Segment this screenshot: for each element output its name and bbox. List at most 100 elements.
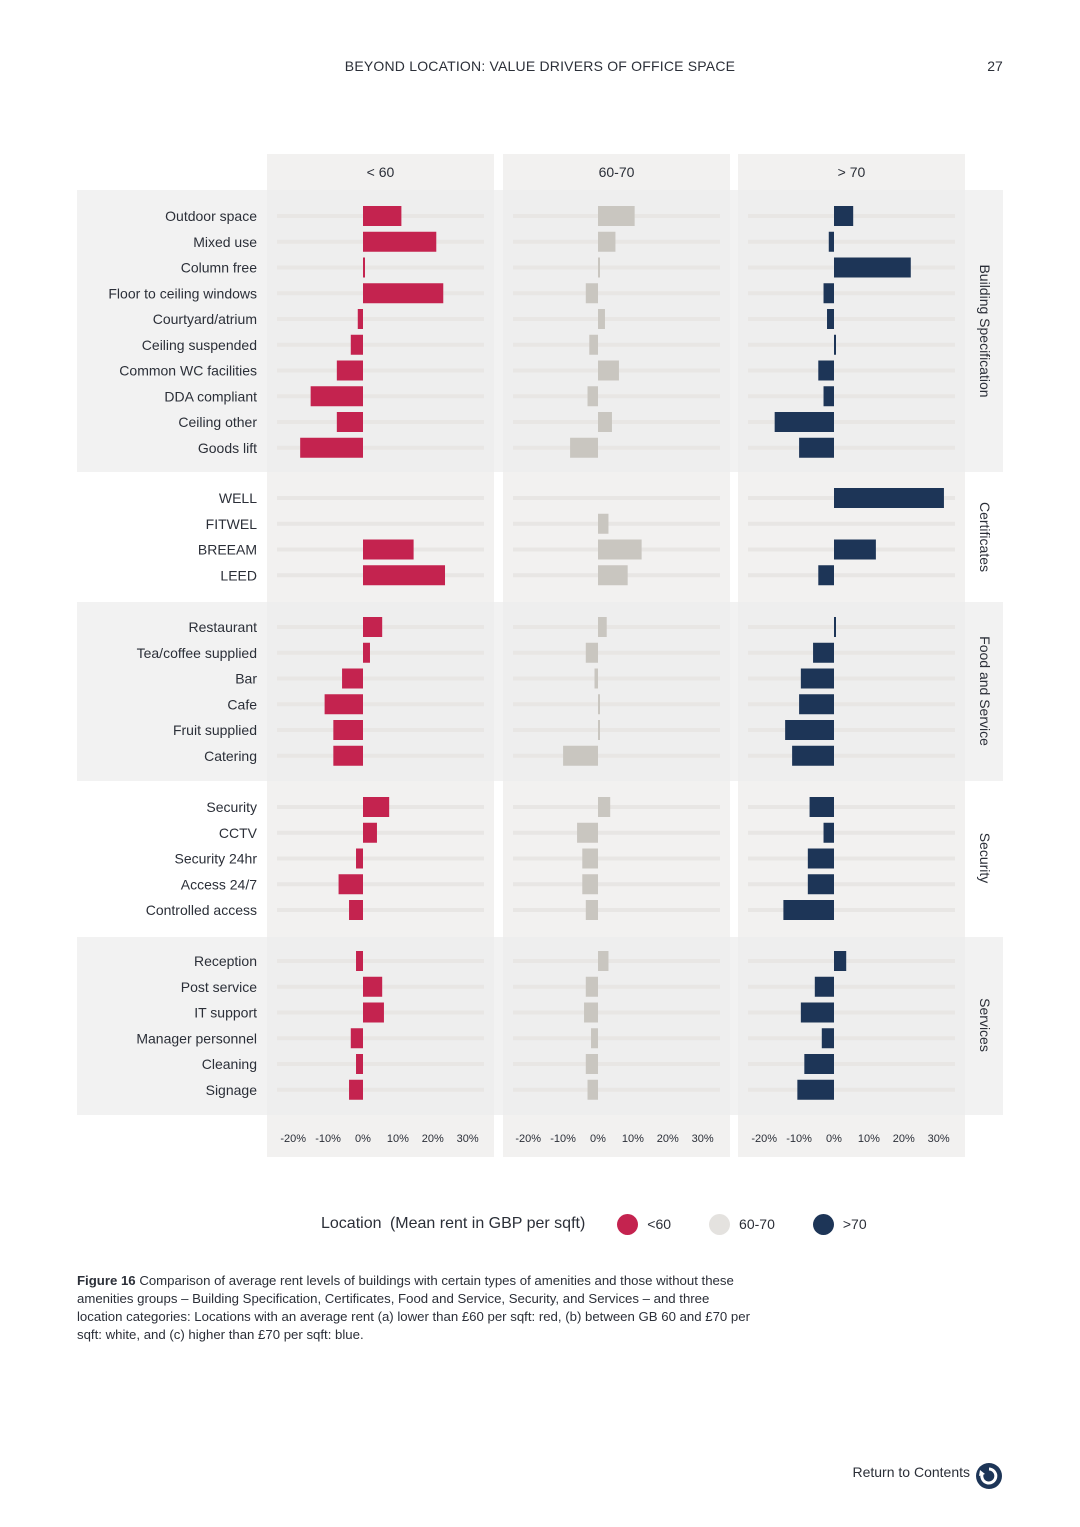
bar-lt60 [363,231,437,252]
bar-lt60 [363,1002,384,1023]
category-label: Restaurant [189,619,258,635]
x-tick-label: 20% [657,1133,679,1145]
category-label: IT support [194,1005,257,1021]
bar-mid [585,1054,598,1074]
return-to-contents-link[interactable]: Return to Contents [852,1464,970,1480]
bar-lt60 [356,1054,363,1074]
category-label: LEED [220,567,257,583]
category-label: Fruit supplied [173,722,257,738]
bar-gt70 [827,309,834,329]
bar-lt60 [356,951,363,971]
group-strip-label: Services [977,998,993,1052]
return-arrow-icon[interactable] [975,1462,1003,1490]
bar-lt60 [363,642,370,663]
bar-mid [598,231,616,252]
category-label: Courtyard/atrium [153,311,257,327]
bar-lt60 [300,437,363,458]
category-label: Column free [181,260,257,276]
x-tick-label: -20% [280,1133,306,1145]
x-tick-label: 10% [387,1133,409,1145]
bar-lt60 [363,976,383,997]
legend-title: Location [321,1215,382,1232]
bar-lt60 [350,1028,363,1049]
bar-mid [587,386,598,407]
bar-gt70 [814,976,834,997]
bar-gt70 [823,386,834,407]
category-label: Tea/coffee supplied [137,645,257,661]
bar-gt70 [774,412,834,432]
bar-gt70 [797,1079,834,1100]
group-strip-label: Food and Service [977,636,993,746]
category-label: WELL [219,490,257,506]
figure-caption-text: Comparison of average rent levels of bui… [77,1273,750,1342]
bar-gt70 [834,488,944,508]
legend-item-lt60: <60 [617,1213,671,1235]
category-label: DDA compliant [164,388,257,404]
legend-swatch-lt60 [617,1213,639,1235]
category-label: FITWEL [206,516,258,532]
bar-mid [582,848,598,869]
legend-subtitle: (Mean rent in GBP per sqft) [389,1215,586,1232]
legend-item-gt70: >70 [812,1213,867,1235]
bar-lt60 [333,745,363,766]
category-label: BREEAM [198,542,257,558]
category-label: Bar [235,671,257,687]
figure-caption: Figure 16 Comparison of average rent lev… [77,1272,757,1344]
category-label: Security 24hr [175,851,258,867]
figure-label: Figure 16 [77,1273,136,1288]
bar-mid [585,900,598,920]
bar-mid [585,283,598,304]
bar-gt70 [823,822,834,843]
category-label: CCTV [219,825,258,841]
bar-mid [594,668,598,689]
bar-mid [598,206,635,226]
category-label: Ceiling suspended [142,337,257,353]
bar-lt60 [356,848,363,869]
page-number: 27 [987,58,1003,74]
bar-gt70 [821,1028,834,1049]
bar-gt70 [800,668,834,689]
group-strip-label: Building Specification [977,264,993,397]
faceted-bar-chart: < 60 60-70 > 70 Outdoor space Mixed use Colum… [77,154,1003,1157]
bar-mid [591,1028,598,1049]
bar-lt60 [324,694,363,715]
x-tick-label: -20% [515,1133,541,1145]
bar-lt60 [363,206,402,226]
bar-gt70 [799,437,834,458]
group-band [77,190,1003,472]
category-label: Access 24/7 [181,876,257,892]
bar-mid [577,822,598,843]
category-label: Cleaning [202,1056,257,1072]
category-label: Goods lift [198,440,257,456]
bar-mid [598,309,605,329]
category-label: Floor to ceiling windows [108,285,257,301]
bar-lt60 [363,539,414,560]
x-tick-label: 30% [457,1133,479,1145]
bar-lt60 [363,257,365,278]
bar-gt70 [834,539,876,560]
bar-mid [598,951,609,971]
category-label: Security [206,799,257,815]
bar-gt70 [785,720,834,740]
x-tick-label: 20% [422,1133,444,1145]
group-strip-label: Security [977,833,993,884]
x-tick-label: 10% [858,1133,880,1145]
bar-mid [598,565,628,586]
x-tick-label: 30% [692,1133,714,1145]
group-strip-label: Certificates [977,502,993,572]
bar-mid [584,1002,598,1023]
bar-mid [598,257,600,278]
bar-mid [589,334,598,355]
category-label: Common WC facilities [119,363,257,379]
bar-gt70 [799,694,834,715]
bar-mid [598,694,600,715]
category-label: Ceiling other [178,414,257,430]
bar-gt70 [834,951,847,971]
x-tick-label: 0% [355,1133,371,1145]
bar-lt60 [357,309,363,329]
bar-lt60 [363,797,390,817]
facet-header: < 60 [367,164,395,180]
category-label: Outdoor space [165,208,257,224]
category-label: Post service [181,979,257,995]
x-tick-label: 0% [826,1133,842,1145]
